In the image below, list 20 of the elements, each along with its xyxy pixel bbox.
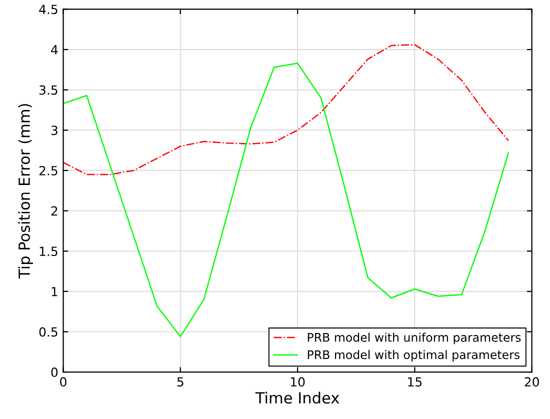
x-tick-label: 0 [60, 377, 66, 387]
y-tick-label: 2.5 [39, 166, 58, 176]
y-axis-title: Tip Position Error (mm) [18, 104, 33, 279]
x-tick-label: 15 [408, 377, 422, 387]
y-tick-label: 0.5 [39, 327, 58, 337]
legend-label: PRB model with uniform parameters [308, 332, 521, 344]
y-tick-label: 4 [51, 45, 58, 54]
y-tick-label: 4.5 [39, 4, 58, 14]
y-tick-label: 0 [51, 368, 58, 377]
x-tick-label: 10 [290, 377, 305, 387]
y-tick-label: 3.5 [39, 85, 58, 95]
y-tick-label: 2 [51, 206, 58, 216]
x-axis-title: Time Index [255, 392, 340, 404]
x-tick-label: 5 [177, 377, 184, 387]
x-tick-label: 20 [524, 377, 539, 387]
y-tick-label: 3 [51, 126, 58, 136]
y-tick-label: 1 [52, 287, 58, 296]
line-series [63, 44, 510, 176]
legend-label: PRB model with optimal parameters [308, 350, 520, 362]
y-tick-label: 1.5 [40, 246, 58, 256]
